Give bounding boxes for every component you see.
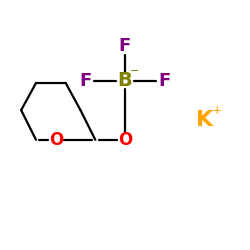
Text: F: F	[119, 37, 131, 55]
Text: +: +	[211, 104, 222, 117]
Text: K: K	[196, 110, 213, 130]
Text: B: B	[118, 71, 132, 90]
Text: O: O	[118, 131, 132, 149]
Text: O: O	[49, 131, 63, 149]
Text: F: F	[158, 72, 171, 90]
Text: F: F	[79, 72, 92, 90]
Text: −: −	[130, 66, 140, 76]
